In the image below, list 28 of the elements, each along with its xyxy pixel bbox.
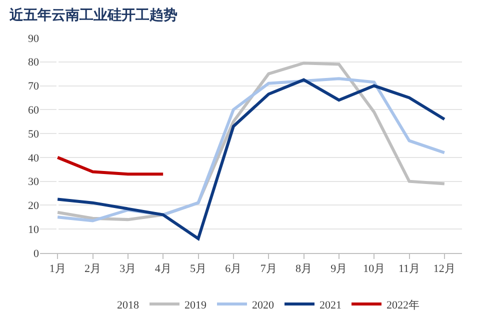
x-tick-label: 9月 [330,263,348,276]
x-tick-label: 8月 [296,263,312,276]
y-tick-label: 50 [28,128,40,140]
x-tick-label: 6月 [225,263,242,276]
legend-label: 2021 [320,299,342,312]
x-tick-label: 3月 [120,263,136,276]
legend-label: 2022年 [386,299,420,312]
legend-label: 2020 [252,299,274,312]
y-tick-label: 80 [28,56,40,69]
y-tick-label: 90 [28,32,40,45]
x-tick-label: 7月 [260,263,277,276]
x-tick-label: 11月 [398,263,420,276]
y-tick-label: 60 [28,104,40,117]
y-tick-label: 40 [28,152,40,164]
x-tick-label: 5月 [190,263,206,276]
legend-label: 2019 [184,299,207,312]
y-tick-label: 70 [28,80,40,93]
x-tick-label: 12月 [433,263,456,276]
y-tick-label: 30 [28,176,40,188]
y-tick-label: 20 [28,200,40,212]
chart-title: 近五年云南工业硅开工趋势 [8,6,178,24]
x-tick-label: 2月 [84,263,101,276]
x-tick-label: 4月 [154,263,172,276]
y-tick-label: 10 [28,224,40,236]
text: 2018 [117,299,140,312]
x-tick-label: 1月 [49,263,66,276]
x-tick-label: 10月 [363,263,386,276]
y-tick-label: 0 [34,248,40,260]
